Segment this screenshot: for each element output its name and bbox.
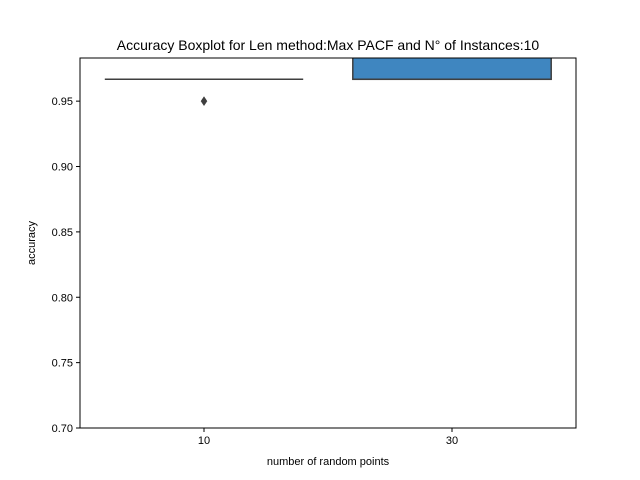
plot-area: [104, 58, 552, 107]
box-group-30: [352, 58, 552, 81]
chart-title: Accuracy Boxplot for Len method:Max PACF…: [117, 37, 540, 53]
x-axis-label: number of random points: [267, 456, 390, 468]
y-tick-label: 0.80: [52, 292, 73, 304]
x-tick-label: 10: [198, 435, 210, 447]
box-group-10: [104, 78, 304, 107]
y-tick-label: 0.95: [52, 96, 73, 108]
x-tick-label: 30: [446, 435, 458, 447]
x-axis: 10 30: [198, 428, 458, 447]
axes-frame: [79, 57, 577, 429]
y-tick-label: 0.75: [52, 358, 73, 370]
y-tick-label: 0.70: [52, 423, 73, 435]
y-axis-label: accuracy: [26, 220, 38, 265]
y-tick-label: 0.90: [52, 162, 73, 174]
y-axis: 0.70 0.75 0.80 0.85 0.90 0.95: [52, 96, 80, 435]
outlier-point: [200, 96, 208, 107]
y-tick-label: 0.85: [52, 227, 73, 239]
